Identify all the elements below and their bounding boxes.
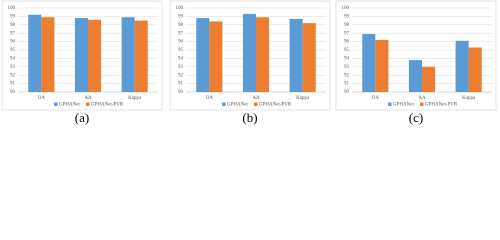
y-tick-label: 91 <box>178 82 184 87</box>
y-tick-label: 98 <box>10 23 16 28</box>
bar <box>121 17 135 93</box>
bar <box>196 18 210 92</box>
x-tick-label: AA <box>418 96 426 101</box>
caption: (c) <box>409 110 423 125</box>
panel-frame <box>335 0 497 111</box>
y-tick-label: 95 <box>10 48 16 53</box>
y-tick-label: 90 <box>10 90 16 95</box>
y-tick-label: 94 <box>178 57 184 62</box>
caption: (b) <box>242 110 257 125</box>
legend-label: GPHANet <box>59 103 80 108</box>
bar <box>134 20 148 93</box>
legend-label: GPHANet-PVR <box>259 103 292 108</box>
bar <box>209 21 223 92</box>
y-tick-label: 92 <box>10 73 16 78</box>
x-tick-label: OA <box>372 96 380 101</box>
x-tick-label: Kappa <box>296 96 310 101</box>
x-tick-label: AA <box>84 96 92 101</box>
y-tick-label: 99 <box>178 15 184 20</box>
legend-swatch <box>254 102 258 106</box>
bar <box>41 17 55 93</box>
bar <box>455 40 469 92</box>
legend-swatch <box>222 102 226 106</box>
bar <box>362 34 376 92</box>
y-tick-label: 91 <box>344 82 350 87</box>
y-tick-label: 98 <box>344 23 350 28</box>
y-tick-label: 96 <box>344 40 350 45</box>
y-tick-label: 97 <box>10 31 16 36</box>
bar <box>88 19 102 92</box>
y-tick-label: 96 <box>10 40 16 45</box>
y-tick-label: 94 <box>10 57 16 62</box>
y-tick-label: 92 <box>344 73 350 78</box>
y-tick-label: 99 <box>10 15 16 20</box>
bar <box>256 17 270 93</box>
y-tick-label: 93 <box>178 65 184 70</box>
y-tick-label: 95 <box>344 48 350 53</box>
legend-swatch <box>420 102 424 106</box>
y-tick-label: 90 <box>178 90 184 95</box>
bar <box>375 39 389 92</box>
bar <box>28 14 42 92</box>
x-tick-label: Kappa <box>462 96 476 101</box>
panel-frame <box>1 0 163 111</box>
bar <box>422 66 436 92</box>
y-tick-label: 94 <box>344 57 350 62</box>
y-tick-label: 98 <box>178 23 184 28</box>
bar <box>242 13 256 93</box>
bar <box>289 18 303 93</box>
y-tick-label: 100 <box>342 6 350 11</box>
x-tick-label: OA <box>206 96 214 101</box>
y-tick-label: 92 <box>178 73 184 78</box>
y-tick-label: 93 <box>10 65 16 70</box>
caption: (a) <box>75 110 89 125</box>
x-tick-label: Kappa <box>128 96 142 101</box>
y-tick-label: 100 <box>8 6 16 11</box>
legend-swatch <box>54 102 58 106</box>
figure: 90 91 92 93 94 95 96 97 98 99 100 OA AA Kappa GPHANet G… <box>1 0 497 125</box>
bar <box>302 23 316 92</box>
legend-label: GPHANet-PVR <box>425 103 458 108</box>
y-tick-label: 96 <box>178 40 184 45</box>
legend-label: GPHANet-PVR <box>91 103 124 108</box>
legend-swatch <box>86 102 90 106</box>
legend-swatch <box>388 102 392 106</box>
bar <box>74 18 88 92</box>
y-tick-label: 97 <box>178 31 184 36</box>
y-tick-label: 100 <box>176 6 184 11</box>
x-tick-label: AA <box>252 96 260 101</box>
x-tick-label: OA <box>38 96 46 101</box>
legend-label: GPHANet <box>227 103 248 108</box>
y-tick-label: 95 <box>178 48 184 53</box>
y-tick-label: 93 <box>344 65 350 70</box>
y-tick-label: 99 <box>344 15 350 20</box>
bar <box>468 47 482 92</box>
y-tick-label: 91 <box>10 82 16 87</box>
y-tick-label: 97 <box>344 31 350 36</box>
bar <box>408 60 422 92</box>
legend-label: GPHANet <box>393 103 414 108</box>
panel-frame <box>169 0 331 111</box>
y-tick-label: 90 <box>344 90 350 95</box>
